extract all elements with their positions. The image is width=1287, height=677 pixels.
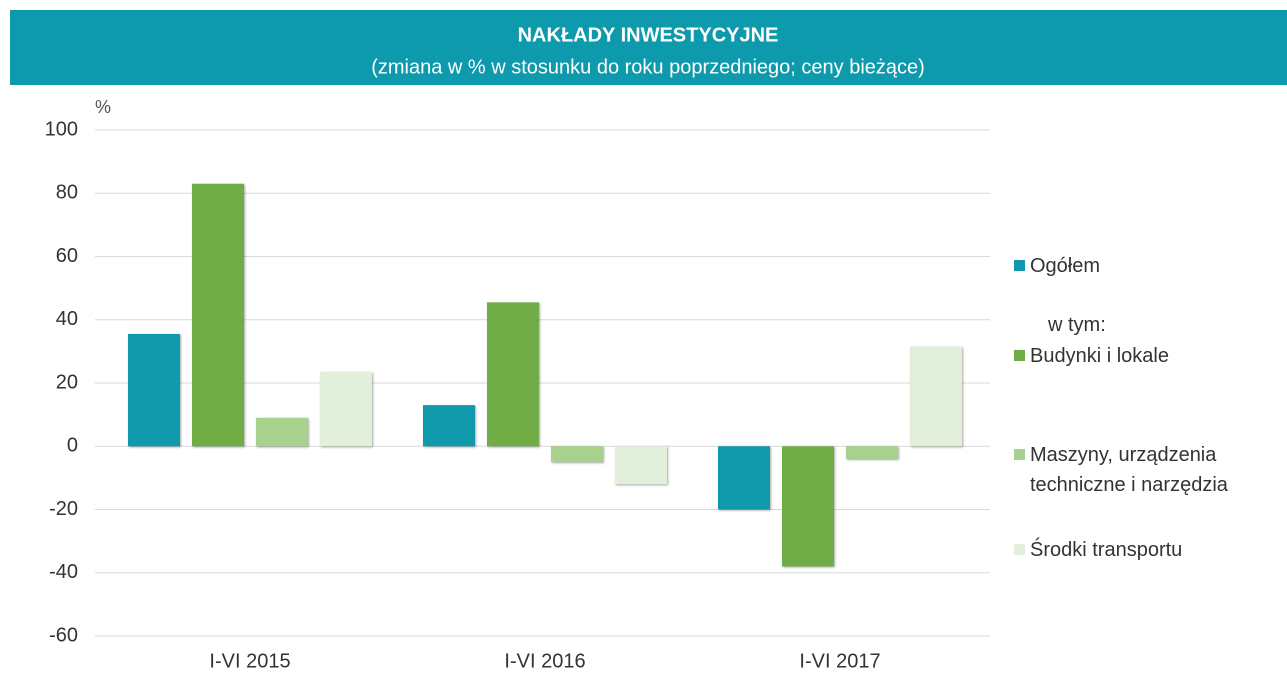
y-tick-label: -60 <box>49 624 78 646</box>
x-tick-label: I-VI 2017 <box>799 650 880 672</box>
x-tick-label: I-VI 2016 <box>504 650 585 672</box>
bar <box>320 371 372 447</box>
chart-title: NAKŁADY INWESTYCYJNE <box>518 24 779 46</box>
bar <box>256 417 308 447</box>
y-tick-label: -40 <box>49 561 78 583</box>
x-tick-label: I-VI 2015 <box>209 650 290 672</box>
legend-note: w tym: <box>1048 310 1287 340</box>
bar <box>910 346 962 447</box>
y-tick-label: 100 <box>45 118 78 140</box>
legend-label: Ogółem <box>1030 255 1101 277</box>
y-tick-label: 20 <box>56 371 78 393</box>
y-tick-label: -20 <box>49 498 78 520</box>
y-tick-label: 80 <box>56 182 78 204</box>
legend-item: Maszyny, urządzenia techniczne i narzędz… <box>1014 440 1270 500</box>
legend-label: w tym: <box>1048 314 1106 336</box>
bar <box>192 183 244 447</box>
legend-label: Budynki i lokale <box>1030 345 1169 367</box>
legend-label: Maszyny, urządzenia techniczne i narzędz… <box>1030 444 1228 496</box>
legend-swatch <box>1014 260 1025 271</box>
y-tick-label: 0 <box>67 435 78 457</box>
y-unit: % <box>95 97 111 117</box>
legend-item: Budynki i lokale <box>1014 341 1270 371</box>
legend-swatch <box>1014 544 1025 555</box>
y-tick-label: 40 <box>56 308 78 330</box>
bar <box>782 446 834 567</box>
chart-subtitle: (zmiana w % w stosunku do roku poprzedni… <box>371 56 925 78</box>
bar <box>846 446 898 459</box>
header-band <box>10 10 1287 85</box>
bar <box>423 405 475 447</box>
legend-item: Ogółem <box>1014 251 1270 281</box>
y-tick-label: 60 <box>56 245 78 267</box>
bar <box>551 446 603 463</box>
legend-item: Środki transportu <box>1014 535 1270 565</box>
bar <box>718 446 770 510</box>
bar <box>128 333 180 447</box>
legend-swatch <box>1014 449 1025 460</box>
bar <box>615 446 667 485</box>
legend-swatch <box>1014 350 1025 361</box>
bar <box>487 302 539 447</box>
legend-label: Środki transportu <box>1030 539 1183 561</box>
